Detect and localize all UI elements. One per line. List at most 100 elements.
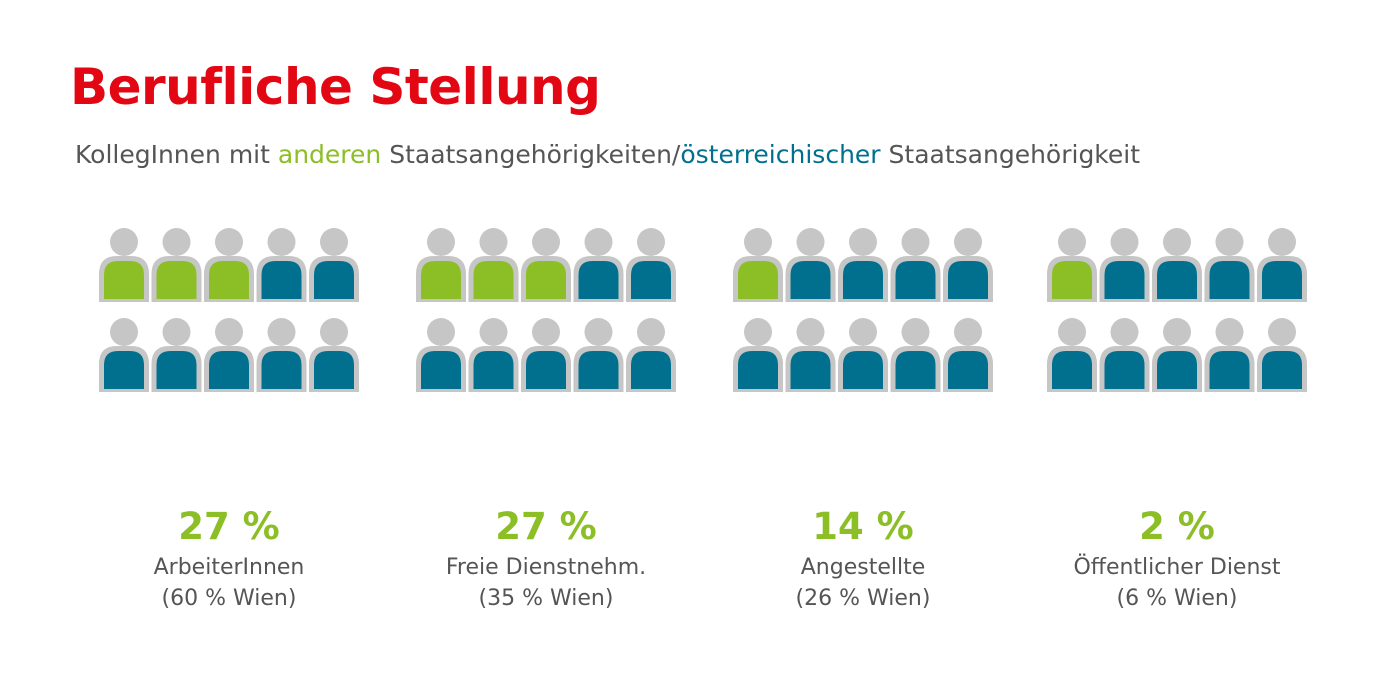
percent-value: 27 % xyxy=(178,505,280,548)
person-icon-austrian xyxy=(1152,228,1202,302)
subtitle-highlight-other: anderen xyxy=(277,140,382,169)
person-body xyxy=(1104,351,1145,389)
subtitle-part-5: Staatsangehörigkeit xyxy=(880,140,1141,169)
person-icon-austrian xyxy=(1204,318,1255,392)
page-title: Berufliche Stellung xyxy=(70,58,601,116)
person-body xyxy=(314,351,354,389)
person-icon-other-nationality xyxy=(151,228,202,302)
person-body xyxy=(790,261,831,299)
category-label: ArbeiterInnen xyxy=(153,555,305,580)
person-icon-austrian xyxy=(838,228,888,302)
person-body xyxy=(156,261,197,299)
person-head xyxy=(796,228,825,256)
person-head xyxy=(1268,318,1296,346)
person-body xyxy=(948,351,988,389)
subtitle-highlight-austrian: österreichischer xyxy=(680,140,881,169)
person-body xyxy=(1262,351,1302,389)
person-icon-other-nationality xyxy=(521,228,571,302)
category-label: Angestellte xyxy=(800,555,926,580)
person-head xyxy=(954,318,982,346)
person-head xyxy=(110,228,138,256)
person-body xyxy=(261,351,302,389)
person-body xyxy=(209,261,249,299)
person-icon-austrian xyxy=(256,228,307,302)
icon-group-4 xyxy=(1047,228,1307,392)
person-icon-austrian xyxy=(785,318,836,392)
person-icon-austrian xyxy=(256,318,307,392)
person-body xyxy=(578,261,619,299)
person-icon-austrian xyxy=(1099,228,1150,302)
person-body xyxy=(895,351,936,389)
person-head xyxy=(1163,318,1191,346)
person-icon-austrian xyxy=(416,318,466,392)
icon-group-3 xyxy=(733,228,993,392)
subtitle-part-1: KollegInnen mit xyxy=(75,140,278,169)
person-head xyxy=(584,318,613,346)
group-label-2: 27 % Freie Dienstnehm. (35 % Wien) xyxy=(386,508,706,614)
vienna-comparison: (60 % Wien) xyxy=(161,586,297,611)
person-icon-other-nationality xyxy=(733,228,783,302)
vienna-comparison: (6 % Wien) xyxy=(1116,586,1238,611)
person-body xyxy=(104,261,144,299)
person-head xyxy=(901,318,930,346)
person-head xyxy=(637,318,665,346)
category-label: Freie Dienstnehm. xyxy=(445,555,647,580)
person-body xyxy=(421,261,461,299)
percent-value: 14 % xyxy=(812,505,914,548)
person-icon-austrian xyxy=(99,318,149,392)
person-body xyxy=(1104,261,1145,299)
person-body xyxy=(526,351,566,389)
subtitle: KollegInnen mit anderen Staatsangehörigk… xyxy=(75,142,1140,167)
person-icon-other-nationality xyxy=(99,228,149,302)
person-head xyxy=(320,228,348,256)
person-icon-other-nationality xyxy=(204,228,254,302)
category-label: Öffentlicher Dienst xyxy=(1073,555,1281,580)
person-icon-austrian xyxy=(1257,318,1307,392)
group-label-4: 2 % Öffentlicher Dienst (6 % Wien) xyxy=(1017,508,1337,614)
person-icon-austrian xyxy=(573,228,624,302)
person-icon-austrian xyxy=(890,228,941,302)
group-label-3: 14 % Angestellte (26 % Wien) xyxy=(703,508,1023,614)
person-icon-austrian xyxy=(785,228,836,302)
person-head xyxy=(215,318,243,346)
person-head xyxy=(1110,228,1139,256)
person-head xyxy=(162,228,191,256)
person-head xyxy=(954,228,982,256)
person-icon-austrian xyxy=(573,318,624,392)
icon-group-1 xyxy=(99,228,359,392)
person-body xyxy=(526,261,566,299)
person-body xyxy=(209,351,249,389)
person-icon-austrian xyxy=(943,228,993,302)
person-icon-austrian xyxy=(309,228,359,302)
person-icon-austrian xyxy=(204,318,254,392)
person-head xyxy=(901,228,930,256)
person-icon-other-nationality xyxy=(468,228,519,302)
person-head xyxy=(267,318,296,346)
person-icon-austrian xyxy=(1204,228,1255,302)
person-icon-austrian xyxy=(309,318,359,392)
person-head xyxy=(110,318,138,346)
person-body xyxy=(843,351,883,389)
person-body xyxy=(1052,351,1092,389)
person-icon-austrian xyxy=(890,318,941,392)
person-body xyxy=(1157,261,1197,299)
person-head xyxy=(1268,228,1296,256)
icon-group-2 xyxy=(416,228,676,392)
person-head xyxy=(637,228,665,256)
person-head xyxy=(215,228,243,256)
person-body xyxy=(1209,351,1250,389)
person-head xyxy=(584,228,613,256)
subtitle-part-3: Staatsangehörigkeiten/ xyxy=(381,140,681,169)
person-body xyxy=(314,261,354,299)
vienna-comparison: (35 % Wien) xyxy=(478,586,614,611)
person-head xyxy=(1215,228,1244,256)
person-head xyxy=(1058,318,1086,346)
person-body xyxy=(1209,261,1250,299)
person-body xyxy=(473,351,514,389)
person-icon-austrian xyxy=(468,318,519,392)
person-head xyxy=(1215,318,1244,346)
person-icon-austrian xyxy=(1152,318,1202,392)
person-head xyxy=(1163,228,1191,256)
person-icon-austrian xyxy=(626,318,676,392)
